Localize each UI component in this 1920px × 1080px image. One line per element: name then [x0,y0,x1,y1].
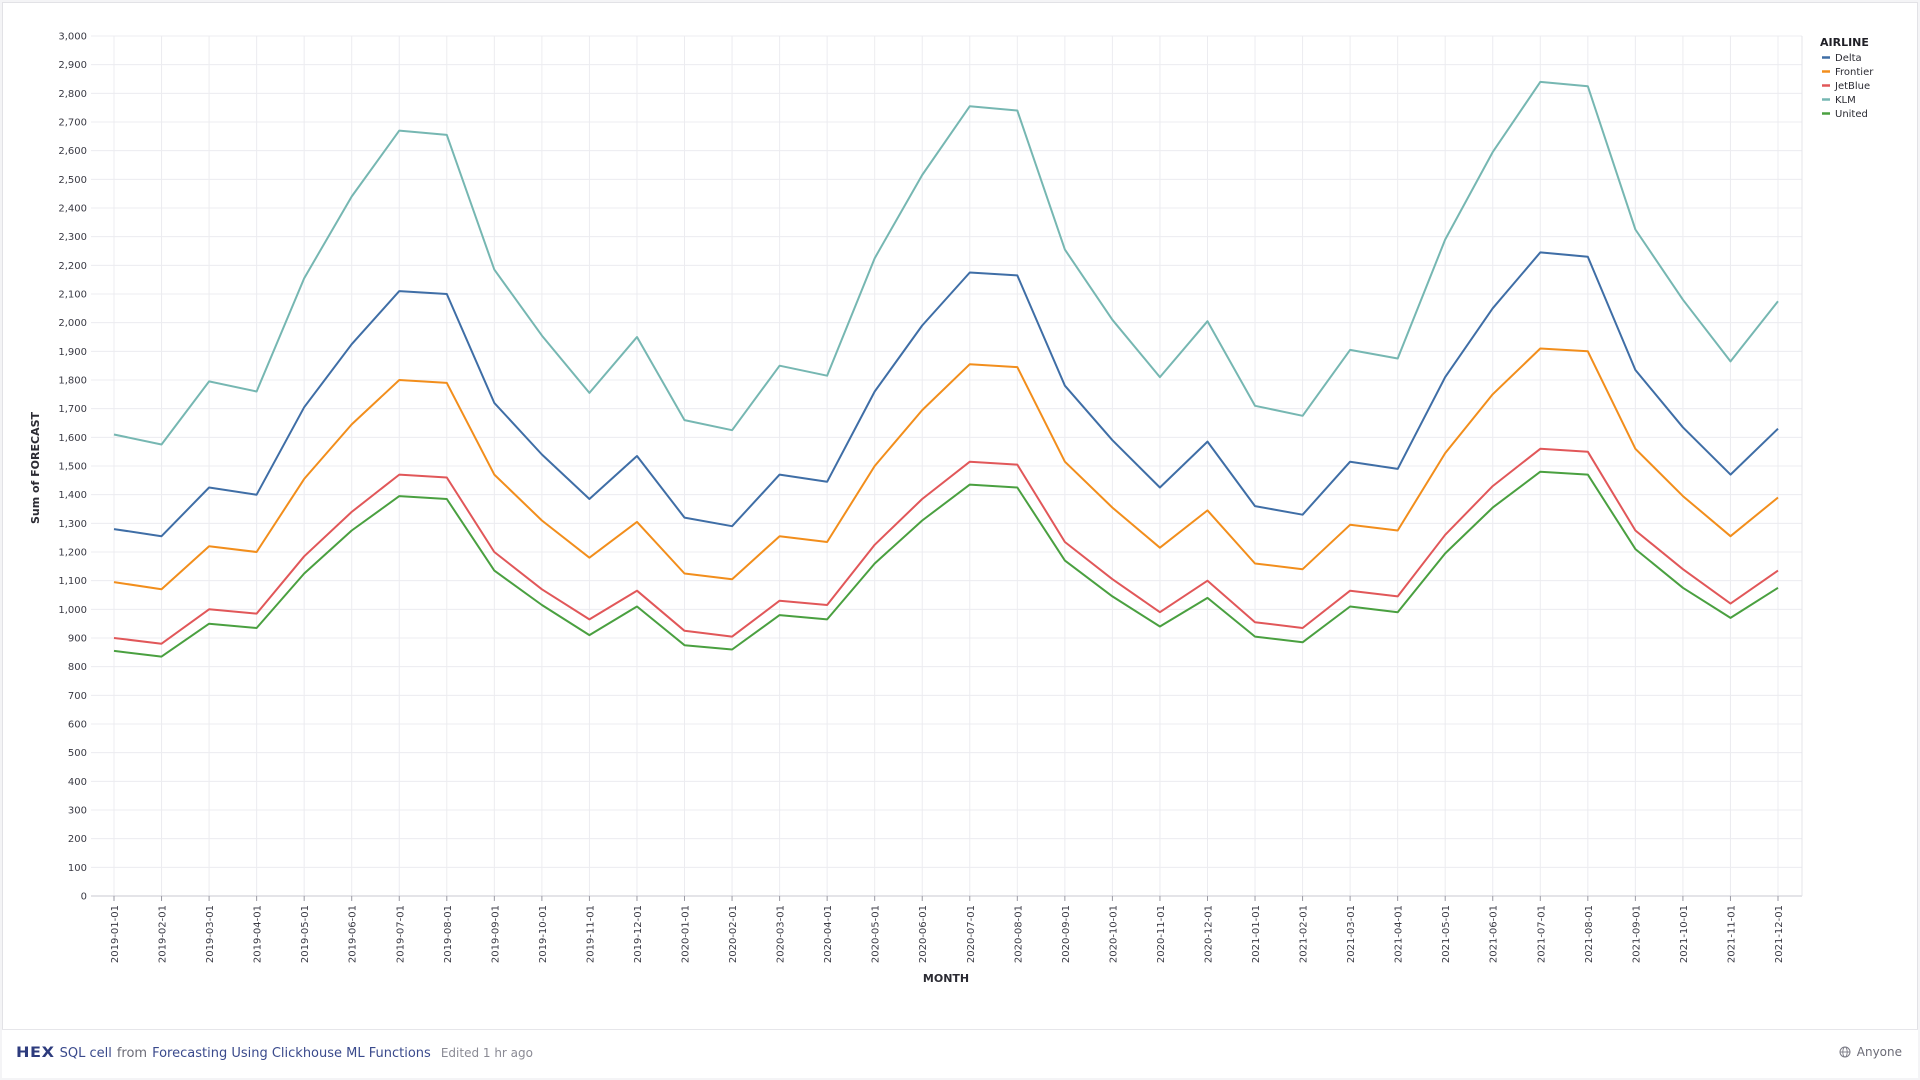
y-tick-label: 600 [68,720,87,731]
from-label: from [116,1045,148,1061]
y-tick-label: 2,100 [58,290,87,301]
y-axis-title: Sum of FORECAST [29,411,42,524]
y-tick-label: 2,400 [58,204,87,215]
legend-item-united[interactable]: United [1835,109,1868,120]
y-axis-ticks: 0 100 200 300 400 500 600 700 800 900 1,000 1,100 1,… [58,32,87,903]
y-tick-label: 1,200 [58,548,87,559]
y-tick-label: 900 [68,634,87,645]
y-tick-label: 200 [68,834,87,845]
x-tick-label: 2020-03-01 [776,905,787,963]
y-tick-label: 2,800 [58,89,87,100]
x-tick-label: 2021-04-01 [1394,905,1405,963]
y-tick-label: 1,100 [58,576,87,587]
hex-logo[interactable]: HEX [16,1045,55,1061]
x-tick-label: 2019-09-01 [490,905,501,963]
x-tick-label: 2019-11-01 [585,905,596,963]
x-tick-label: 2020-01-01 [681,905,692,963]
y-tick-label: 1,000 [58,605,87,616]
series-line-delta[interactable] [113,251,1779,538]
x-tick-label: 2020-05-01 [871,905,882,963]
y-tick-label: 2,700 [58,118,87,129]
y-tick-label: 2,200 [58,261,87,272]
legend-item-jetblue[interactable]: JetBlue [1834,81,1870,92]
x-tick-label: 2019-03-01 [205,905,216,963]
edited-timestamp: Edited 1 hr ago [440,1046,533,1060]
x-tick-label: 2021-01-01 [1251,905,1262,963]
cell-type-link[interactable]: SQL cell [59,1045,112,1061]
y-tick-label: 300 [68,806,87,817]
legend-item-frontier[interactable]: Frontier [1835,67,1874,78]
y-tick-label: 800 [68,662,87,673]
y-tick-label: 0 [81,892,87,903]
y-tick-label: 3,000 [58,32,87,43]
chart-series [113,80,1779,658]
x-tick-label: 2020-12-01 [1203,905,1214,963]
x-tick-label: 2020-11-01 [1156,905,1167,963]
y-tick-label: 2,300 [58,232,87,243]
legend-item-klm[interactable]: KLM [1835,95,1856,106]
y-tick-label: 1,900 [58,347,87,358]
y-tick-label: 700 [68,691,87,702]
x-tick-label: 2019-10-01 [538,905,549,963]
x-tick-label: 2021-05-01 [1441,905,1452,963]
y-tick-label: 400 [68,777,87,788]
series-line-jetblue[interactable] [113,447,1779,645]
project-link[interactable]: Forecasting Using Clickhouse ML Function… [152,1045,431,1061]
x-axis-ticks: 2019-01-01 2019-02-01 2019-03-01 2019-04-01… [110,896,1785,963]
y-tick-label: 100 [68,863,87,874]
y-tick-label: 2,600 [58,146,87,157]
x-tick-label: 2021-10-01 [1679,905,1690,963]
sharing-label: Anyone [1856,1045,1902,1059]
globe-icon [1839,1046,1851,1058]
y-tick-label: 2,500 [58,175,87,186]
y-tick-label: 1,800 [58,376,87,387]
footer-source-info: HEX SQL cell from Forecasting Using Clic… [16,1045,533,1061]
x-tick-label: 2020-09-01 [1061,905,1072,963]
y-tick-label: 1,600 [58,433,87,444]
x-tick-label: 2021-03-01 [1346,905,1357,963]
series-line-united[interactable] [113,470,1779,658]
x-tick-label: 2021-02-01 [1299,905,1310,963]
x-tick-label: 2019-04-01 [253,905,264,963]
x-tick-label: 2019-01-01 [110,905,121,963]
x-tick-label: 2020-08-01 [1013,905,1024,963]
chart-grid [91,35,1803,897]
x-tick-label: 2021-07-01 [1536,905,1547,963]
y-tick-label: 2,900 [58,60,87,71]
series-line-klm[interactable] [113,80,1779,446]
sharing-indicator[interactable]: Anyone [1839,1045,1902,1059]
x-tick-label: 2019-02-01 [158,905,169,963]
chart-legend: AIRLINE Delta Frontier JetBlue KLM United [1820,36,1874,120]
x-tick-label: 2021-08-01 [1584,905,1595,963]
x-tick-label: 2020-06-01 [918,905,929,963]
y-tick-label: 1,300 [58,519,87,530]
y-tick-label: 2,000 [58,318,87,329]
x-tick-label: 2019-06-01 [348,905,359,963]
x-tick-label: 2021-09-01 [1631,905,1642,963]
legend-title: AIRLINE [1820,36,1869,49]
x-tick-label: 2020-02-01 [728,905,739,963]
cell-footer: HEX SQL cell from Forecasting Using Clic… [2,1029,1918,1078]
x-tick-label: 2021-06-01 [1489,905,1500,963]
x-tick-label: 2020-10-01 [1108,905,1119,963]
series-line-frontier[interactable] [113,347,1779,591]
x-tick-label: 2019-07-01 [395,905,406,963]
y-tick-label: 1,500 [58,462,87,473]
x-tick-label: 2020-07-01 [966,905,977,963]
y-tick-label: 1,400 [58,490,87,501]
x-tick-label: 2019-12-01 [633,905,644,963]
y-tick-label: 500 [68,748,87,759]
line-chart: 0 100 200 300 400 500 600 700 800 900 1,000 1,100 1,… [29,32,1874,986]
x-tick-label: 2020-04-01 [823,905,834,963]
legend-item-delta[interactable]: Delta [1835,53,1862,64]
x-tick-label: 2019-08-01 [443,905,454,963]
x-tick-label: 2019-05-01 [300,905,311,963]
y-tick-label: 1,700 [58,404,87,415]
x-tick-label: 2021-12-01 [1774,905,1785,963]
x-tick-label: 2021-11-01 [1726,905,1737,963]
x-axis-title: MONTH [923,972,969,985]
